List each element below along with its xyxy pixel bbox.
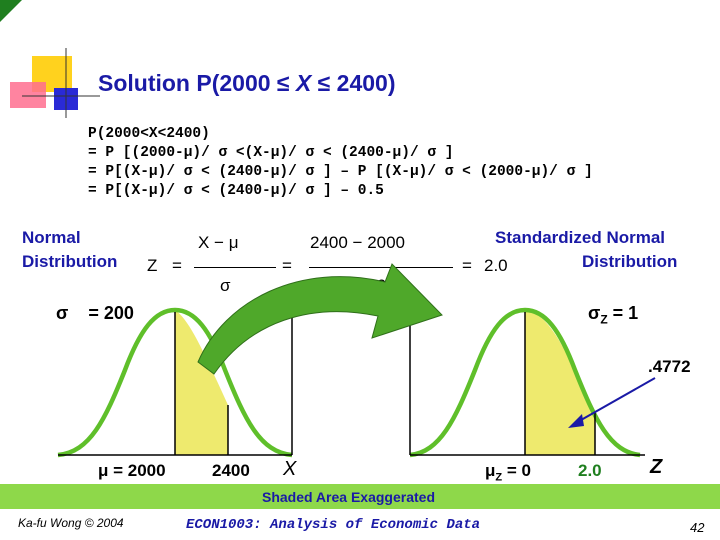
left-x-label: X <box>283 458 297 480</box>
formula-z: Z <box>147 256 158 275</box>
normal-distribution-label-1: Normal <box>22 228 81 247</box>
fraction-bar-1 <box>194 267 276 268</box>
right-mu-value: = 0 <box>502 461 531 480</box>
right-mu-label: μZ = 0 <box>485 461 531 483</box>
transform-arrow <box>197 263 443 375</box>
right-mu-sub: Z <box>495 471 503 484</box>
normal-distribution-label-2: Distribution <box>22 252 118 271</box>
page-number: 42 <box>690 520 705 535</box>
derivation-line-4: = P[(X-μ)/ σ < (2400-μ)/ σ ] – 0.5 <box>88 183 384 199</box>
banner-text: Shaded Area Exaggerated <box>262 489 435 505</box>
standardized-normal-label-1: Standardized Normal <box>495 228 666 247</box>
fraction-bar-2 <box>309 267 453 268</box>
formula-eq-1: = <box>172 256 182 275</box>
formula-eq-3: = <box>462 256 472 275</box>
area-label: .4772 <box>648 357 691 376</box>
derivation-line-1: P(2000<X<2400) <box>88 126 210 142</box>
right-mu-symbol: μ <box>485 461 496 480</box>
sigma-right: σZ = 1 <box>588 303 638 327</box>
formula-denominator-1: σ <box>220 276 231 295</box>
derivation-line-2: = P [(2000-μ)/ σ <(X-μ)/ σ < (2400-μ)/ σ… <box>88 145 454 161</box>
area-pointer-head <box>568 414 584 428</box>
logo-triangle <box>0 0 22 22</box>
formula-result: 2.0 <box>484 256 508 275</box>
sigma-left-value: = 200 <box>88 303 134 323</box>
formula-numerator-2: 2400 − 2000 <box>310 233 406 252</box>
shaded-area-banner <box>0 484 720 509</box>
formula-numerator-1: X − μ <box>198 233 239 252</box>
derivation-line-3: = P[(X-μ)/ σ < (2400-μ)/ σ ] – P [(X-μ)/… <box>88 164 593 180</box>
standardized-normal-label-2: Distribution <box>582 252 678 271</box>
corner-logo <box>0 0 100 118</box>
sigma-left-symbol: σ <box>56 303 69 323</box>
right-shaded-area <box>525 310 595 455</box>
right-2-label: 2.0 <box>578 461 602 480</box>
slide-title: Solution P(2000 ≤ X ≤ 2400) <box>98 70 396 96</box>
footer-author: Ka-fu Wong © 2004 <box>18 516 124 530</box>
logo-pink-square <box>10 82 46 108</box>
sigma-left: σ = 200 <box>56 303 134 324</box>
sigma-right-value: = 1 <box>607 303 639 323</box>
sigma-right-sub: Z <box>600 312 608 327</box>
area-pointer-line <box>573 377 656 425</box>
right-z-label: Z <box>650 456 663 478</box>
left-shaded-area <box>175 310 228 455</box>
left-normal-curve <box>57 307 293 458</box>
left-2400-label: 2400 <box>212 461 250 480</box>
sigma-right-symbol: σ <box>588 303 601 323</box>
left-mu-label: μ = 2000 <box>98 461 166 480</box>
formula-eq-2: = <box>282 256 292 275</box>
footer-course: ECON1003: Analysis of Economic Data <box>186 517 481 533</box>
derivation-block: P(2000<X<2400) = P [(2000-μ)/ σ <(X-μ)/ … <box>88 126 593 202</box>
